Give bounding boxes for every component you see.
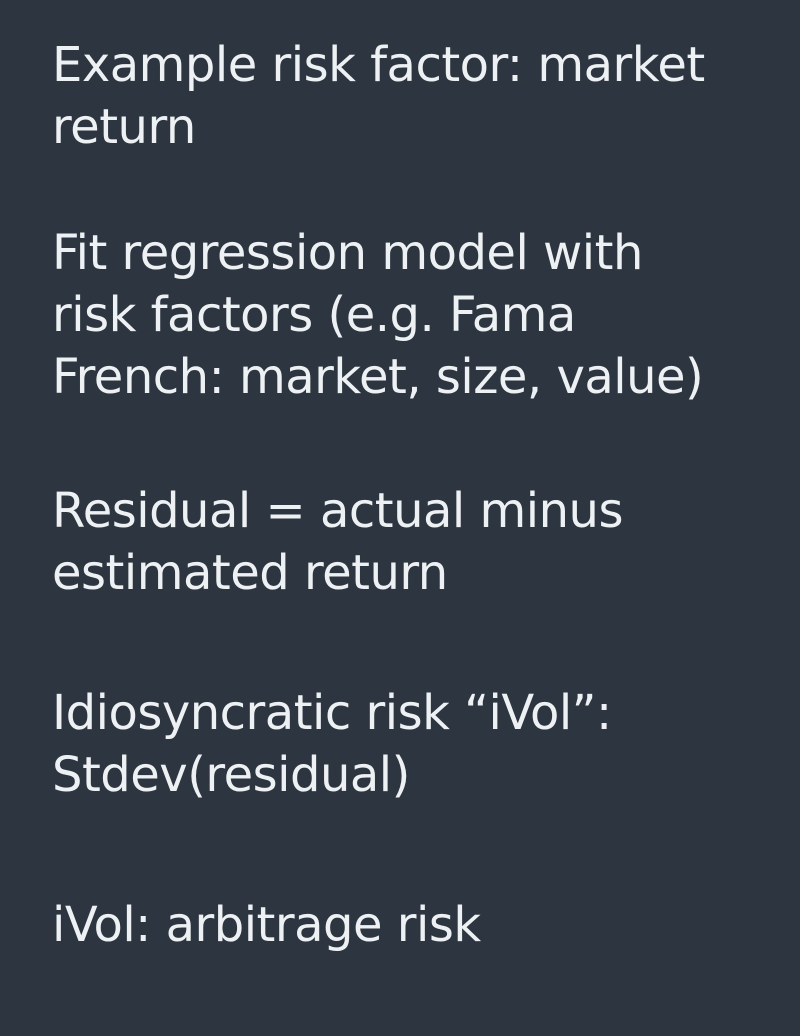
paragraph-line: Example risk factor: market [52,37,705,93]
paragraph-line: estimated return [52,545,448,601]
paragraph-idiosyncratic-risk: Idiosyncratic risk “iVol”: Stdev(residua… [52,682,772,806]
paragraph-residual-definition: Residual = actual minus estimated return [52,480,772,604]
paragraph-line: return [52,99,196,155]
paragraph-market-risk-factor: Example risk factor: market return [52,34,772,158]
paragraph-line: iVol: arbitrage risk [52,897,481,953]
paragraph-line: Stdev(residual) [52,747,410,803]
paragraph-line: Idiosyncratic risk “iVol”: [52,685,612,741]
paragraph-line: French: market, size, value) [52,349,704,405]
paragraph-line: risk factors (e.g. Fama [52,287,576,343]
paragraph-regression-model: Fit regression model with risk factors (… [52,222,772,408]
paragraph-line: Residual = actual minus [52,483,623,539]
paragraph-ivol-arbitrage-risk: iVol: arbitrage risk [52,894,772,956]
paragraph-line: Fit regression model with [52,225,643,281]
